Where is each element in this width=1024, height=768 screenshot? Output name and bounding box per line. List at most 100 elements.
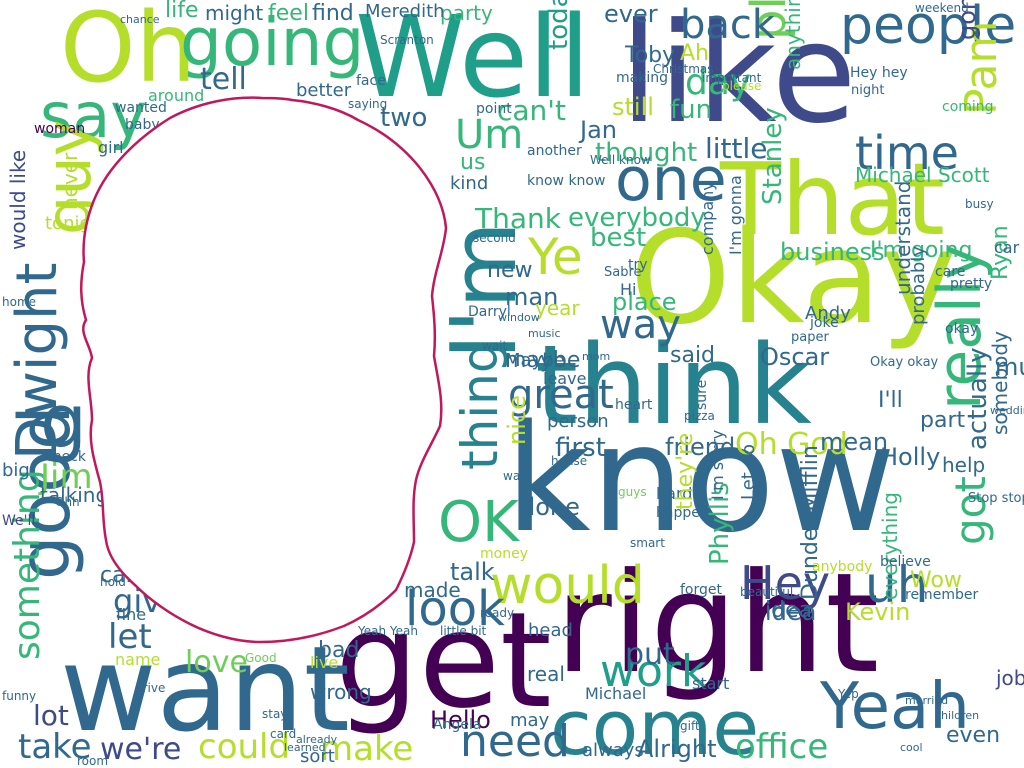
cloud-word: Wow xyxy=(910,568,962,593)
cloud-word: Darryl xyxy=(468,304,511,320)
cloud-word: drive xyxy=(135,681,166,695)
cloud-word: us xyxy=(460,150,486,175)
cloud-word: much xyxy=(995,353,1024,381)
cloud-word: made xyxy=(404,578,461,602)
cloud-word: anybody xyxy=(812,559,873,575)
cloud-word: people xyxy=(840,0,1017,56)
cloud-word: Yeah Yeah xyxy=(358,624,418,638)
cloud-word: busy xyxy=(965,197,994,211)
cloud-word: making xyxy=(616,70,668,86)
cloud-word: need xyxy=(460,716,570,767)
cloud-word: maybe xyxy=(505,348,581,373)
cloud-word: coming xyxy=(942,99,994,115)
cloud-word: one xyxy=(615,145,727,215)
cloud-word: come xyxy=(550,683,760,768)
cloud-word: might xyxy=(205,1,264,25)
cloud-word: feel xyxy=(268,1,309,26)
cloud-word: Stop stop xyxy=(968,491,1024,506)
cloud-word: beautiful xyxy=(740,585,794,599)
cloud-word: friend xyxy=(665,433,736,461)
cloud-word: hard xyxy=(656,484,693,503)
cloud-word: little xyxy=(705,132,768,165)
cloud-word: check xyxy=(45,449,86,465)
cloud-word: could xyxy=(198,727,291,767)
cloud-word: car xyxy=(994,238,1020,257)
cloud-word: year xyxy=(535,296,580,320)
cloud-word: big xyxy=(2,460,30,481)
cloud-word: baby xyxy=(125,117,160,133)
cloud-word: find xyxy=(312,1,354,26)
cloud-word: please xyxy=(722,79,762,93)
cloud-word: face xyxy=(356,73,386,89)
cloud-word: Ohh xyxy=(55,495,80,509)
cloud-word: fun xyxy=(670,95,713,125)
cloud-word: walk xyxy=(503,469,531,483)
cloud-word: Kevin xyxy=(845,598,911,626)
cloud-word: Maybe xyxy=(505,350,565,371)
cloud-word: make xyxy=(320,729,414,768)
cloud-word: I'll xyxy=(878,388,903,413)
cloud-word: hold xyxy=(100,575,126,589)
cloud-word: like xyxy=(620,0,857,154)
cloud-word: Hi xyxy=(620,280,637,299)
cloud-word: name xyxy=(115,650,161,669)
cloud-word: chance xyxy=(120,13,160,26)
cloud-word: sort xyxy=(300,746,335,767)
cloud-word: wanted xyxy=(115,100,167,116)
cloud-word: head xyxy=(528,620,573,641)
cloud-word: home xyxy=(2,295,37,309)
cloud-word: guys xyxy=(618,485,647,499)
cloud-word: man xyxy=(505,283,559,311)
cloud-word: let xyxy=(108,617,152,657)
cloud-word: Angela xyxy=(433,717,482,733)
cloud-word: party xyxy=(440,1,493,25)
cloud-word: day xyxy=(685,62,752,103)
cloud-word: way xyxy=(600,302,681,348)
cloud-word: point xyxy=(476,101,512,117)
cloud-word: Holly xyxy=(880,443,941,471)
cloud-word: still xyxy=(612,93,654,121)
cloud-word: Oh xyxy=(60,0,197,104)
cloud-word: idea xyxy=(765,598,813,623)
cloud-word: think xyxy=(535,321,812,449)
cloud-word: always xyxy=(582,740,644,761)
cloud-word: done xyxy=(520,493,580,521)
cloud-word: business xyxy=(780,238,885,266)
cloud-word: real xyxy=(527,662,565,686)
cloud-word: forget xyxy=(680,582,722,598)
cloud-word: learned xyxy=(284,741,326,754)
cloud-word: work xyxy=(600,646,707,697)
cloud-word: say xyxy=(40,79,147,152)
cloud-word: pizza xyxy=(684,409,715,423)
cloud-word: great xyxy=(508,372,614,418)
cloud-word: Oh God xyxy=(735,427,848,462)
cloud-word: believe xyxy=(880,554,931,570)
cloud-word: may xyxy=(510,710,550,731)
cloud-word: Ye xyxy=(528,228,583,286)
cloud-word: married xyxy=(905,694,949,707)
cloud-word: even xyxy=(946,723,1001,748)
cloud-word: music xyxy=(528,327,561,340)
cloud-word: card xyxy=(270,727,297,741)
cloud-word: happen xyxy=(656,505,709,521)
cloud-word: said xyxy=(670,343,716,368)
cloud-word: get xyxy=(335,584,552,738)
cloud-word: Thank xyxy=(475,202,561,235)
cloud-word: joke xyxy=(810,315,839,331)
cloud-word: know know xyxy=(527,173,606,189)
cloud-word: ready xyxy=(480,606,515,620)
cloud-word: talking xyxy=(40,483,109,507)
cloud-word: life xyxy=(165,0,199,23)
cloud-word: weekend xyxy=(915,1,969,15)
cloud-word: lot xyxy=(33,699,69,732)
cloud-word: room xyxy=(77,754,109,768)
cloud-word: paper xyxy=(791,330,829,345)
cloud-word: kind xyxy=(450,173,489,194)
cloud-word: part xyxy=(920,408,966,433)
cloud-word: bad xyxy=(318,638,360,663)
cloud-word: mom xyxy=(582,350,611,363)
cloud-word: Toby xyxy=(625,43,676,68)
cloud-word: wrong xyxy=(310,680,372,704)
